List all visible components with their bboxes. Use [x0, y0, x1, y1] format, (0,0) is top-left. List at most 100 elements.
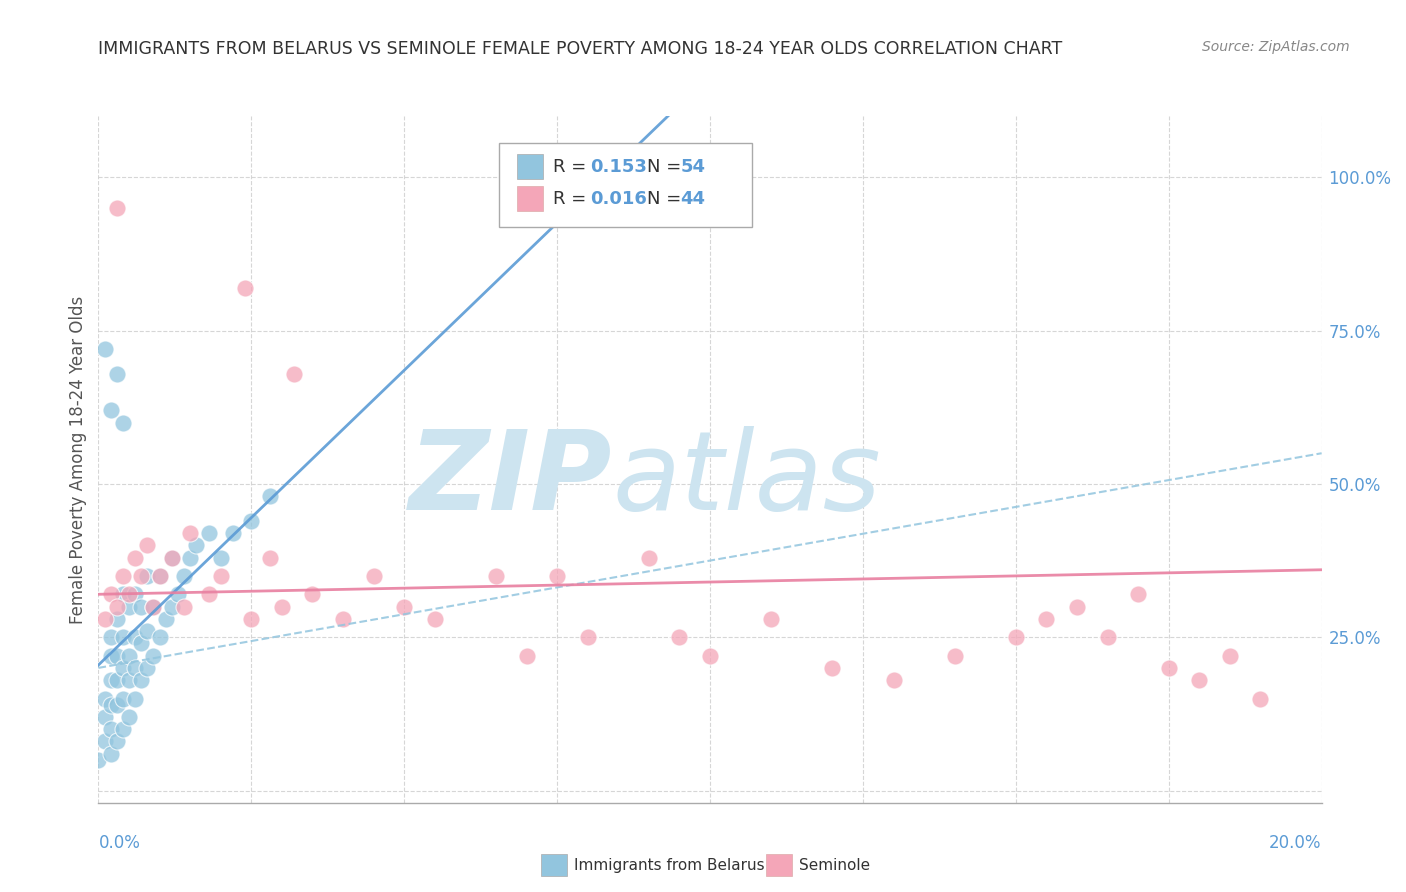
Point — [1097, 630, 1119, 644]
Point — [1128, 587, 1150, 601]
Point — [943, 648, 966, 663]
Point — [93, 710, 115, 724]
Point — [142, 599, 165, 614]
Point — [485, 569, 508, 583]
Point — [209, 550, 232, 565]
Point — [222, 526, 245, 541]
Point — [105, 698, 128, 712]
Point — [259, 489, 281, 503]
Point — [160, 599, 183, 614]
Point — [100, 630, 122, 644]
Point — [259, 550, 281, 565]
Point — [1249, 691, 1271, 706]
Point — [129, 636, 152, 650]
Point — [93, 342, 115, 356]
Point — [118, 587, 141, 601]
Point — [129, 569, 152, 583]
Point — [233, 281, 256, 295]
Point — [546, 569, 568, 583]
Point — [111, 416, 134, 430]
Text: 20.0%: 20.0% — [1270, 834, 1322, 852]
Point — [100, 723, 122, 737]
Point — [1066, 599, 1088, 614]
Point — [105, 612, 128, 626]
Point — [124, 691, 146, 706]
Point — [105, 734, 128, 748]
Point — [105, 648, 128, 663]
Point — [105, 367, 128, 381]
Point — [160, 550, 183, 565]
Point — [821, 661, 844, 675]
Point — [118, 710, 141, 724]
Point — [423, 612, 446, 626]
Point — [155, 612, 177, 626]
Point — [136, 661, 159, 675]
Text: N =: N = — [647, 158, 686, 176]
Point — [100, 747, 122, 761]
Point — [173, 599, 195, 614]
Text: 54: 54 — [681, 158, 706, 176]
Point — [1035, 612, 1057, 626]
Point — [240, 612, 263, 626]
Text: 0.0%: 0.0% — [98, 834, 141, 852]
Text: R =: R = — [553, 158, 592, 176]
Text: 0.016: 0.016 — [591, 190, 647, 208]
Point — [1219, 648, 1241, 663]
Point — [118, 599, 141, 614]
Point — [197, 587, 219, 601]
Point — [332, 612, 354, 626]
Point — [93, 734, 115, 748]
Point — [668, 630, 690, 644]
Point — [149, 630, 172, 644]
Point — [209, 569, 232, 583]
Point — [105, 599, 128, 614]
Point — [100, 403, 122, 417]
Point — [124, 550, 146, 565]
Y-axis label: Female Poverty Among 18-24 Year Olds: Female Poverty Among 18-24 Year Olds — [69, 295, 87, 624]
Point — [759, 612, 782, 626]
Point — [136, 538, 159, 552]
Point — [142, 599, 165, 614]
Point — [270, 599, 292, 614]
Point — [87, 753, 110, 767]
Point — [197, 526, 219, 541]
Point — [129, 673, 152, 688]
Point — [1188, 673, 1211, 688]
Point — [124, 661, 146, 675]
Point — [142, 648, 165, 663]
Point — [111, 691, 134, 706]
Text: IMMIGRANTS FROM BELARUS VS SEMINOLE FEMALE POVERTY AMONG 18-24 YEAR OLDS CORRELA: IMMIGRANTS FROM BELARUS VS SEMINOLE FEMA… — [98, 40, 1063, 58]
Point — [136, 624, 159, 639]
Point — [1157, 661, 1180, 675]
Point — [100, 587, 122, 601]
Point — [173, 569, 195, 583]
Point — [100, 698, 122, 712]
Point — [105, 673, 128, 688]
Point — [124, 630, 146, 644]
Text: Source: ZipAtlas.com: Source: ZipAtlas.com — [1202, 40, 1350, 54]
Text: Seminole: Seminole — [799, 858, 870, 872]
Text: N =: N = — [647, 190, 686, 208]
Point — [124, 587, 146, 601]
Point — [105, 201, 128, 215]
Point — [111, 569, 134, 583]
Point — [160, 550, 183, 565]
Text: atlas: atlas — [612, 426, 880, 533]
Point — [149, 569, 172, 583]
Point — [111, 661, 134, 675]
Point — [93, 612, 115, 626]
Point — [149, 569, 172, 583]
Point — [100, 648, 122, 663]
Point — [363, 569, 385, 583]
Point — [186, 538, 208, 552]
Point — [301, 587, 323, 601]
Point — [118, 673, 141, 688]
Point — [129, 599, 152, 614]
Point — [179, 550, 201, 565]
Point — [392, 599, 416, 614]
Text: R =: R = — [553, 190, 592, 208]
Text: ZIP: ZIP — [409, 426, 612, 533]
Point — [637, 550, 661, 565]
Point — [111, 587, 134, 601]
Point — [93, 691, 115, 706]
